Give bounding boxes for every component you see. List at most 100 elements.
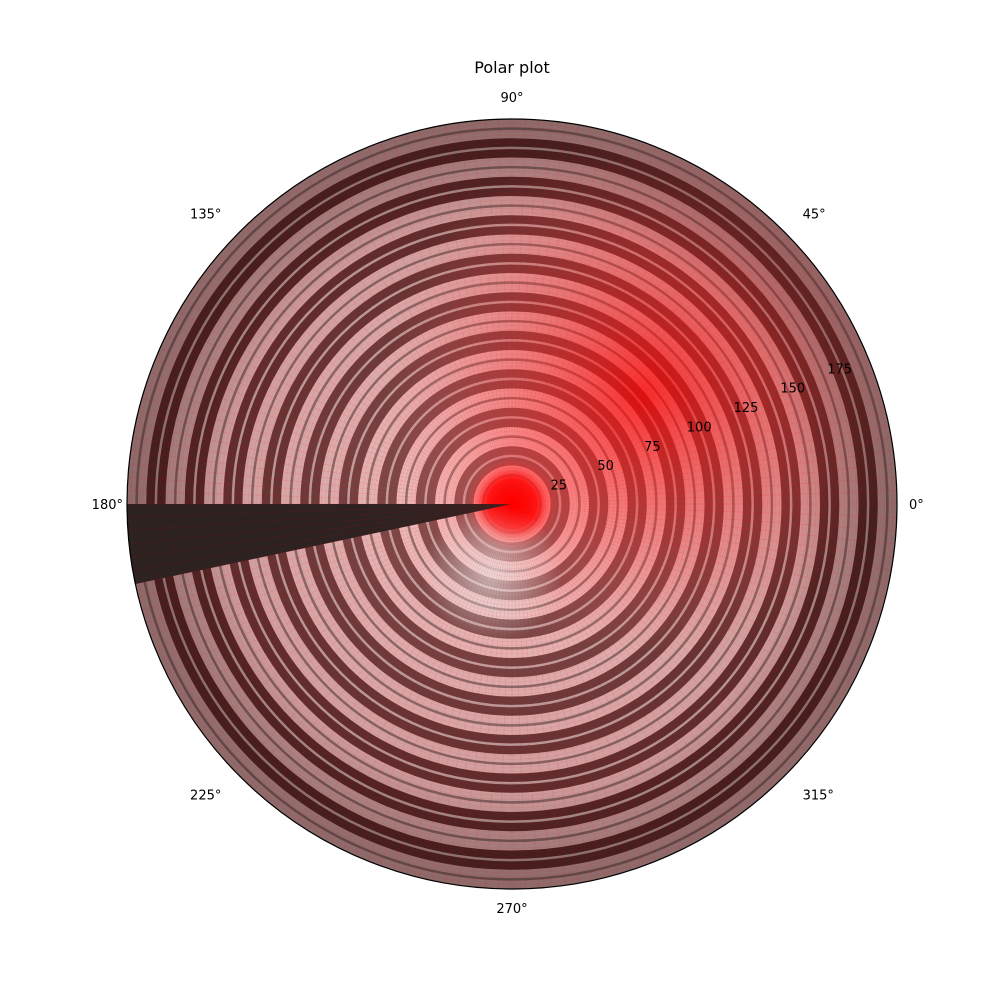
mesh-spoke (225, 246, 513, 505)
mesh-spoke (458, 122, 513, 505)
mesh-ring (191, 183, 833, 825)
mesh-ring (138, 130, 886, 878)
mesh-ring (130, 122, 894, 886)
mesh-spoke (511, 503, 705, 838)
mesh-spoke (244, 503, 513, 782)
mesh-spoke (331, 163, 513, 505)
mesh-ring (438, 430, 586, 578)
mesh-spoke (511, 503, 580, 884)
mesh-ring (179, 171, 845, 837)
mesh-ring (503, 495, 521, 513)
theta-tick-label: 315° (803, 789, 834, 804)
mesh-ring (333, 325, 691, 683)
mesh-ring (309, 301, 715, 707)
mesh-spoke (171, 323, 513, 505)
mesh-spoke (511, 130, 606, 505)
mesh-ring (341, 333, 683, 675)
mesh-ring (228, 220, 796, 788)
mesh-spoke (511, 323, 853, 505)
mesh-spoke (484, 119, 513, 505)
mesh-spoke (511, 246, 799, 505)
r-tick-label: 125 (734, 401, 759, 416)
mesh-spoke (418, 503, 513, 878)
mesh-spoke (154, 503, 513, 649)
mesh-spoke (511, 142, 644, 505)
mesh-spoke (511, 503, 894, 558)
mesh-ring (203, 195, 821, 813)
mesh-spoke (511, 503, 717, 831)
mesh-spoke (130, 450, 513, 505)
mesh-ring (373, 365, 651, 643)
mesh-ring (159, 151, 865, 857)
r-tick-label: 175 (827, 362, 852, 377)
mesh-ring (244, 236, 780, 772)
mesh-spoke (296, 503, 513, 824)
mesh-spoke (511, 503, 780, 782)
mesh-spoke (225, 503, 513, 762)
mesh-ring (479, 471, 545, 537)
mesh-ring (386, 378, 638, 630)
mesh-spoke (307, 177, 513, 505)
mesh-ring (272, 264, 752, 744)
mesh-spoke (444, 503, 513, 884)
mesh-spoke (511, 200, 750, 505)
theta-tick-label: 135° (190, 207, 221, 222)
mesh-ring (301, 293, 723, 715)
mesh-ring (215, 207, 809, 801)
mesh-ring (195, 187, 829, 821)
mesh-ring (252, 244, 772, 764)
mesh-ring (406, 398, 618, 610)
mesh-spoke (511, 503, 739, 816)
mesh-spoke (511, 503, 883, 611)
mesh-ring (317, 309, 707, 699)
mesh-spoke (129, 463, 513, 505)
mesh-spoke (264, 503, 513, 800)
mesh-spoke (511, 177, 717, 505)
mesh-spoke (431, 127, 513, 505)
mesh-spoke (331, 503, 513, 845)
mesh-spoke (511, 476, 897, 505)
mesh-spoke (367, 503, 513, 862)
mesh-spoke (511, 157, 681, 505)
mesh-spoke (145, 503, 513, 624)
chart-title: Polar plot (474, 58, 549, 77)
mesh-spoke (511, 288, 832, 505)
mesh-spoke (511, 184, 728, 505)
mesh-spoke (511, 119, 540, 505)
mesh-ring (369, 361, 655, 647)
mesh-spoke (216, 256, 513, 505)
mesh-spoke (138, 410, 513, 505)
mesh-spoke (319, 170, 513, 505)
mesh-spoke (145, 384, 513, 505)
mesh-spoke (511, 503, 593, 881)
mesh-spoke (511, 503, 553, 887)
mesh-ring (207, 199, 817, 809)
mesh-spoke (285, 192, 513, 505)
polar-frame (126, 118, 898, 890)
mesh-spoke (511, 359, 870, 505)
mesh-spoke (511, 503, 892, 572)
mesh-ring (455, 447, 569, 561)
mesh-spoke (511, 503, 669, 856)
mesh-spoke (208, 503, 513, 742)
mesh-spoke (130, 503, 513, 558)
mesh-ring (155, 147, 869, 861)
mesh-spoke (511, 124, 580, 505)
mesh-ring (382, 374, 642, 634)
mesh-spoke (511, 503, 644, 866)
mesh-spoke (234, 503, 513, 772)
mesh-spoke (511, 503, 879, 624)
theta-tick-label: 90° (500, 91, 523, 106)
mesh-spoke (511, 503, 619, 875)
mesh-spoke (264, 208, 513, 505)
mesh-spoke (127, 490, 513, 505)
mesh-ring (163, 155, 861, 853)
mesh-ring (507, 499, 517, 509)
mesh-ring (264, 256, 760, 752)
mesh-spoke (285, 503, 513, 816)
mesh-spoke (511, 503, 681, 851)
mesh-spoke (511, 503, 790, 772)
mesh-ring (459, 451, 565, 557)
mesh-ring (232, 224, 792, 784)
mesh-spoke (355, 503, 513, 856)
